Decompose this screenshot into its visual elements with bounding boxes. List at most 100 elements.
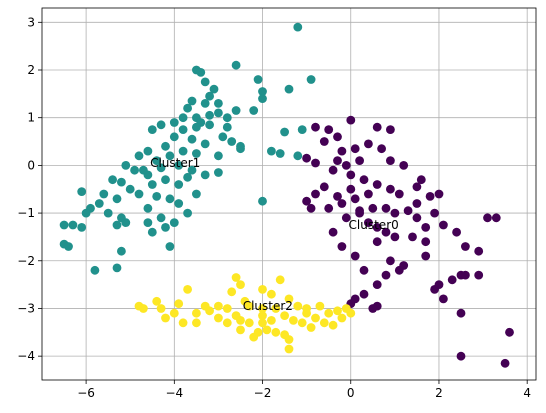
data-point bbox=[236, 144, 245, 154]
data-point bbox=[337, 199, 347, 208]
data-point bbox=[205, 91, 215, 101]
y-tick-label: 1 bbox=[27, 111, 35, 125]
data-point bbox=[200, 139, 210, 149]
data-point bbox=[117, 177, 126, 187]
data-point bbox=[324, 125, 334, 134]
data-point bbox=[236, 280, 245, 289]
data-point bbox=[94, 199, 104, 208]
data-point bbox=[337, 242, 347, 251]
data-point bbox=[147, 125, 157, 134]
data-point bbox=[143, 218, 153, 228]
data-point bbox=[275, 149, 285, 158]
data-point bbox=[302, 153, 311, 163]
data-point bbox=[214, 313, 223, 323]
data-point bbox=[214, 168, 223, 177]
data-point bbox=[421, 223, 431, 232]
data-point bbox=[381, 270, 391, 280]
data-point bbox=[302, 308, 311, 318]
x-tick-label: −6 bbox=[77, 386, 95, 400]
data-point bbox=[267, 316, 276, 325]
data-point bbox=[196, 68, 206, 77]
data-point bbox=[434, 189, 444, 199]
data-point bbox=[258, 87, 267, 96]
data-point bbox=[306, 203, 316, 213]
data-point bbox=[275, 275, 285, 285]
data-point bbox=[152, 296, 162, 306]
data-point bbox=[439, 294, 448, 304]
data-point bbox=[355, 156, 364, 166]
data-point bbox=[231, 311, 241, 320]
data-point bbox=[130, 165, 140, 175]
data-point bbox=[319, 182, 329, 192]
data-point bbox=[183, 103, 193, 113]
x-tick-label: −2 bbox=[254, 386, 272, 400]
axis-ticks: −6 −4 −2 0 2 4 −4 −3 −2 −1 0 1 2 3 bbox=[17, 15, 531, 400]
data-point bbox=[359, 175, 369, 185]
data-point bbox=[346, 170, 356, 180]
data-point bbox=[306, 323, 316, 332]
data-point bbox=[262, 325, 272, 335]
data-point bbox=[381, 203, 391, 213]
data-point bbox=[430, 208, 439, 218]
data-point bbox=[386, 156, 395, 166]
data-point bbox=[222, 122, 232, 132]
data-point bbox=[183, 208, 193, 218]
data-point bbox=[68, 220, 78, 230]
data-point bbox=[214, 151, 223, 161]
data-point bbox=[200, 170, 210, 180]
data-point bbox=[236, 325, 245, 335]
data-point bbox=[284, 84, 294, 94]
data-point bbox=[386, 125, 395, 134]
data-point bbox=[394, 265, 404, 275]
data-point bbox=[174, 199, 184, 208]
data-point bbox=[117, 246, 126, 256]
data-point bbox=[337, 313, 347, 323]
data-point bbox=[319, 137, 329, 146]
data-point bbox=[178, 113, 188, 123]
data-point bbox=[183, 172, 193, 182]
data-point bbox=[112, 220, 122, 230]
data-point bbox=[214, 99, 223, 108]
data-point bbox=[311, 189, 320, 199]
data-point bbox=[99, 189, 109, 199]
data-point bbox=[187, 165, 197, 175]
data-point bbox=[311, 122, 320, 132]
data-point bbox=[394, 189, 404, 199]
data-point bbox=[77, 187, 87, 197]
data-point bbox=[249, 106, 259, 115]
data-point bbox=[134, 151, 144, 161]
y-tick-label: −3 bbox=[17, 301, 35, 315]
data-point bbox=[253, 75, 263, 84]
data-point bbox=[169, 308, 179, 318]
data-point bbox=[165, 242, 175, 251]
data-point bbox=[324, 203, 334, 213]
data-point bbox=[293, 151, 303, 161]
data-point bbox=[161, 141, 170, 151]
data-point bbox=[218, 132, 228, 142]
data-point bbox=[456, 351, 466, 361]
data-point bbox=[222, 113, 232, 123]
data-point bbox=[267, 289, 276, 299]
data-point bbox=[258, 285, 267, 294]
axes-frame bbox=[41, 7, 537, 381]
data-point bbox=[372, 237, 382, 247]
grid-lines bbox=[42, 8, 536, 380]
data-point bbox=[289, 316, 298, 325]
data-point bbox=[341, 304, 351, 313]
data-point bbox=[165, 194, 175, 204]
data-point bbox=[350, 194, 360, 204]
cluster-label: Cluster2 bbox=[243, 299, 293, 313]
data-point bbox=[139, 165, 148, 175]
data-point bbox=[461, 242, 470, 251]
data-point bbox=[328, 227, 338, 237]
data-point bbox=[147, 227, 157, 237]
data-point bbox=[324, 308, 334, 318]
data-point bbox=[103, 208, 113, 218]
data-point bbox=[284, 294, 294, 304]
data-point bbox=[461, 270, 470, 280]
data-point bbox=[364, 218, 373, 228]
data-point bbox=[333, 192, 342, 201]
data-point bbox=[192, 318, 201, 328]
data-point bbox=[178, 146, 188, 156]
data-point bbox=[368, 203, 378, 213]
